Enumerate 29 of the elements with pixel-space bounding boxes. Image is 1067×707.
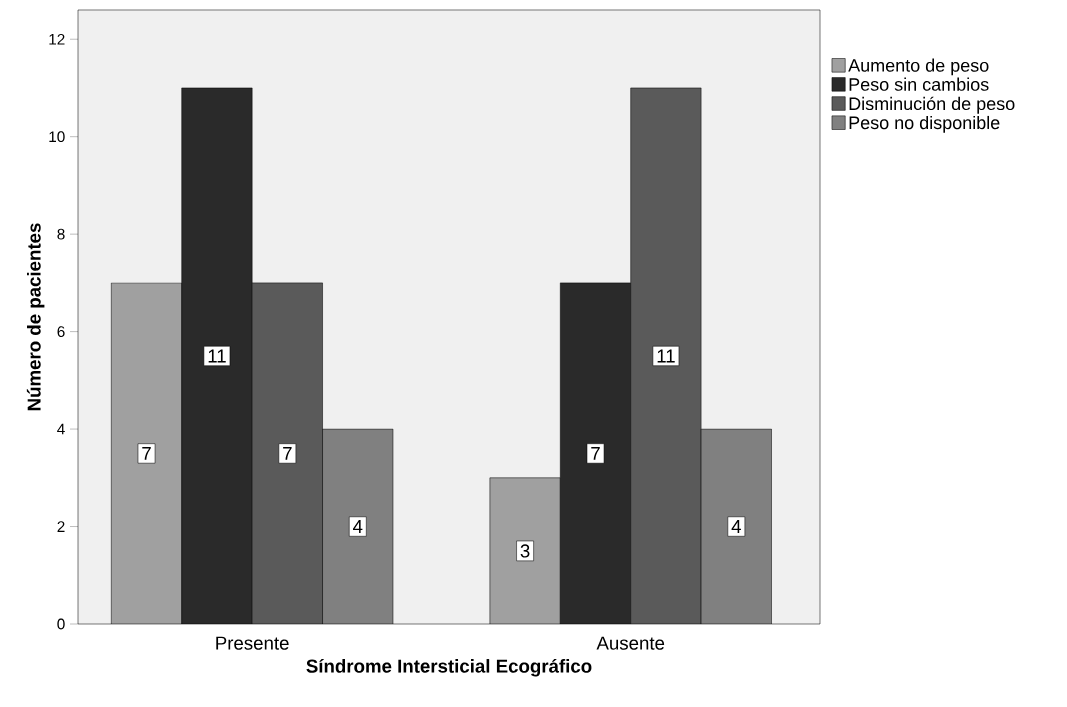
x-axis-title: Síndrome Intersticial Ecográfico (306, 658, 592, 677)
data-label: 3 (520, 544, 530, 558)
data-label: 11 (208, 349, 226, 363)
bar (630, 87, 702, 624)
y-tick-label: 0 (57, 618, 65, 630)
x-tick-label: Ausente (596, 636, 665, 650)
y-tick-label: 4 (57, 423, 65, 435)
bar (251, 282, 323, 624)
bar (700, 428, 772, 624)
data-label: 7 (591, 447, 600, 460)
legend-label: Disminución de peso (849, 96, 1015, 114)
bar (322, 428, 394, 624)
y-axis-title: Número de pacientes (26, 223, 45, 411)
data-label: 4 (352, 520, 363, 533)
bar (111, 282, 182, 624)
y-tick-label: 2 (57, 521, 65, 532)
legend-label: Aumento de peso (848, 58, 989, 76)
data-label: 7 (142, 447, 151, 460)
data-label: 4 (731, 520, 741, 533)
y-tick-label: 6 (57, 326, 65, 338)
y-tick-label: 10 (49, 131, 65, 143)
legend-label: Peso no disponible (849, 115, 1000, 133)
data-label: 7 (283, 447, 292, 460)
y-tick-label: 8 (57, 228, 65, 240)
legend-label: Peso sin cambios (849, 77, 989, 91)
data-label: 11 (657, 349, 675, 363)
x-tick-label: Presente (216, 636, 289, 650)
bar (489, 477, 561, 624)
y-tick-label: 12 (49, 33, 65, 45)
